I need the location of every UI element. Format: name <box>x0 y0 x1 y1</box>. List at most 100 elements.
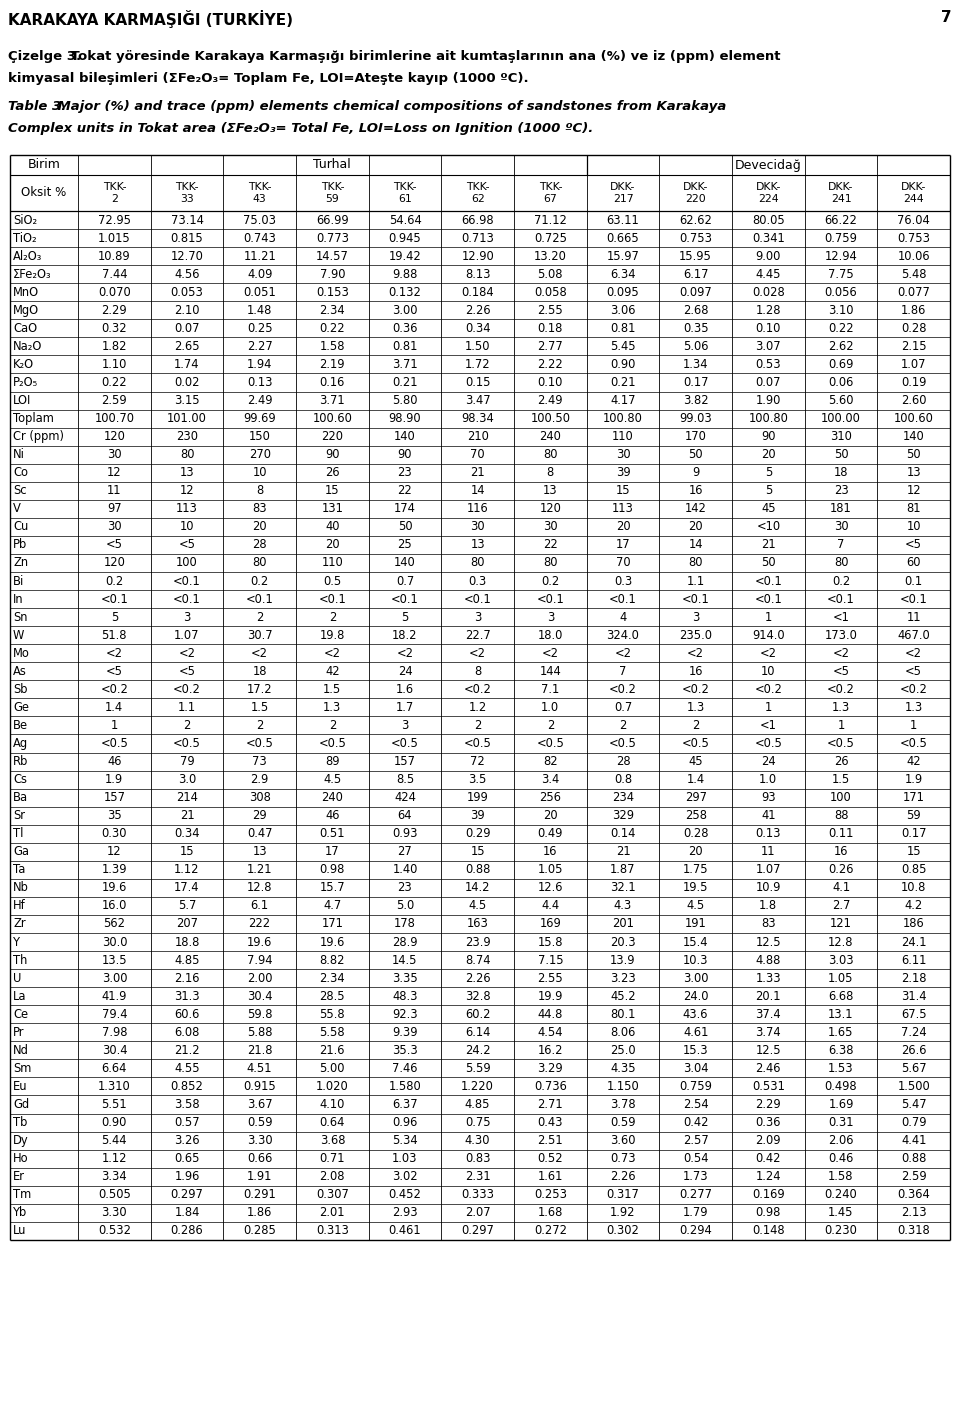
Text: 3.78: 3.78 <box>611 1098 636 1111</box>
Text: Tm: Tm <box>13 1188 32 1201</box>
Text: 207: 207 <box>176 917 198 931</box>
Text: 14.2: 14.2 <box>465 881 491 894</box>
Text: Ho: Ho <box>13 1152 29 1165</box>
Text: 0.85: 0.85 <box>900 863 926 877</box>
Text: 0.36: 0.36 <box>756 1117 781 1129</box>
Text: 2.13: 2.13 <box>900 1206 926 1219</box>
Text: kimyasal bileşimleri (ΣFe₂O₃= Toplam Fe, LOI=Ateşte kayıp (1000 ºC).: kimyasal bileşimleri (ΣFe₂O₃= Toplam Fe,… <box>8 71 529 86</box>
Text: 562: 562 <box>104 917 126 931</box>
Text: 41.9: 41.9 <box>102 990 127 1002</box>
Text: 1.74: 1.74 <box>175 358 200 371</box>
Text: 1.94: 1.94 <box>247 358 273 371</box>
Text: 97: 97 <box>107 502 122 515</box>
Text: <0.5: <0.5 <box>391 737 419 750</box>
Text: Ni: Ni <box>13 448 25 461</box>
Text: 7.90: 7.90 <box>320 268 345 281</box>
Text: 0.46: 0.46 <box>828 1152 853 1165</box>
Text: 6.11: 6.11 <box>901 954 926 967</box>
Text: 0.96: 0.96 <box>393 1117 418 1129</box>
Text: 5.80: 5.80 <box>393 394 418 406</box>
Text: 15: 15 <box>470 846 485 858</box>
Text: 0.2: 0.2 <box>832 575 851 588</box>
Text: Dy: Dy <box>13 1134 29 1147</box>
Text: 21.2: 21.2 <box>174 1044 200 1057</box>
Text: <0.1: <0.1 <box>173 575 201 588</box>
Text: 7.75: 7.75 <box>828 268 853 281</box>
Text: 25: 25 <box>397 539 413 552</box>
Text: 2.08: 2.08 <box>320 1171 345 1184</box>
Text: DKK-
241: DKK- 241 <box>828 183 853 204</box>
Text: 171: 171 <box>902 791 924 804</box>
Text: 3: 3 <box>183 610 191 623</box>
Text: 173.0: 173.0 <box>825 629 857 642</box>
Text: 40: 40 <box>325 520 340 533</box>
Text: 8: 8 <box>474 665 481 677</box>
Text: 6.14: 6.14 <box>465 1025 491 1038</box>
Text: 1: 1 <box>910 719 918 732</box>
Text: 15: 15 <box>615 485 631 498</box>
Text: 2.71: 2.71 <box>538 1098 564 1111</box>
Text: 0.531: 0.531 <box>752 1079 784 1092</box>
Text: 30: 30 <box>543 520 558 533</box>
Text: 0.21: 0.21 <box>611 376 636 389</box>
Text: <0.2: <0.2 <box>609 683 636 696</box>
Text: 1.220: 1.220 <box>461 1079 494 1092</box>
Text: 45: 45 <box>761 502 776 515</box>
Text: 0.759: 0.759 <box>680 1079 712 1092</box>
Text: <0.1: <0.1 <box>755 575 782 588</box>
Text: 0.83: 0.83 <box>465 1152 491 1165</box>
Text: 0.915: 0.915 <box>243 1079 276 1092</box>
Text: 30.4: 30.4 <box>102 1044 127 1057</box>
Text: 3.03: 3.03 <box>828 954 853 967</box>
Text: 1.07: 1.07 <box>900 358 926 371</box>
Text: 0.736: 0.736 <box>534 1079 566 1092</box>
Text: 4: 4 <box>619 610 627 623</box>
Text: 21.8: 21.8 <box>247 1044 273 1057</box>
Text: 72.95: 72.95 <box>98 214 131 227</box>
Text: 19.5: 19.5 <box>683 881 708 894</box>
Text: 0.19: 0.19 <box>901 376 926 389</box>
Text: Ag: Ag <box>13 737 28 750</box>
Text: 222: 222 <box>249 917 271 931</box>
Text: 1.150: 1.150 <box>607 1079 639 1092</box>
Text: 3.30: 3.30 <box>247 1134 273 1147</box>
Text: 4.85: 4.85 <box>465 1098 491 1111</box>
Text: 1.5: 1.5 <box>324 683 342 696</box>
Text: 1.015: 1.015 <box>98 231 131 245</box>
Text: 15.4: 15.4 <box>683 935 708 948</box>
Text: 0.297: 0.297 <box>461 1225 494 1238</box>
Text: 4.5: 4.5 <box>324 773 342 786</box>
Text: 324.0: 324.0 <box>607 629 639 642</box>
Text: 10: 10 <box>761 665 776 677</box>
Text: 4.56: 4.56 <box>175 268 200 281</box>
Text: 16.0: 16.0 <box>102 900 127 913</box>
Text: 73.14: 73.14 <box>171 214 204 227</box>
Text: 5.59: 5.59 <box>465 1062 491 1075</box>
Text: Rb: Rb <box>13 754 29 769</box>
Text: 1.2: 1.2 <box>468 700 487 714</box>
Text: 0.98: 0.98 <box>756 1206 781 1219</box>
Text: 30.4: 30.4 <box>247 990 273 1002</box>
Text: 0.333: 0.333 <box>461 1188 494 1201</box>
Text: 14.5: 14.5 <box>393 954 418 967</box>
Text: 1.5: 1.5 <box>832 773 851 786</box>
Text: 0.16: 0.16 <box>320 376 345 389</box>
Text: 1.84: 1.84 <box>175 1206 200 1219</box>
Text: Be: Be <box>13 719 28 732</box>
Text: 50: 50 <box>688 448 703 461</box>
Text: 2.65: 2.65 <box>174 339 200 352</box>
Text: TKK-
62: TKK- 62 <box>466 183 490 204</box>
Text: 30.0: 30.0 <box>102 935 127 948</box>
Text: 100: 100 <box>830 791 852 804</box>
Text: 0.35: 0.35 <box>683 322 708 335</box>
Text: 230: 230 <box>176 431 198 443</box>
Text: 0.753: 0.753 <box>679 231 712 245</box>
Text: 4.35: 4.35 <box>611 1062 636 1075</box>
Text: 6.64: 6.64 <box>102 1062 127 1075</box>
Text: 7: 7 <box>942 10 952 26</box>
Text: 21: 21 <box>615 846 631 858</box>
Text: 8: 8 <box>256 485 263 498</box>
Text: 0.277: 0.277 <box>679 1188 712 1201</box>
Text: 0.51: 0.51 <box>320 827 345 840</box>
Text: 0.31: 0.31 <box>828 1117 853 1129</box>
